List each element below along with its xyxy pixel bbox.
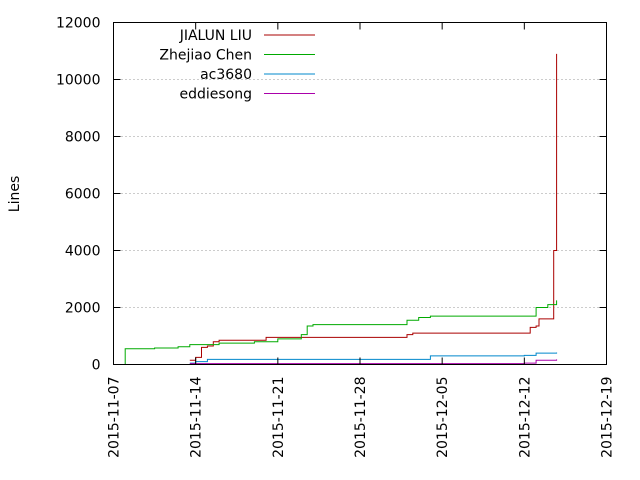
plot-frame: [113, 22, 607, 365]
x-tick-label: 2015-12-05: [435, 376, 451, 457]
legend-label: ac3680: [200, 67, 252, 83]
y-tick-label: 6000: [65, 187, 101, 203]
grid-lines: [113, 79, 607, 308]
y-tick-label: 12000: [56, 16, 101, 32]
x-tick-label: 2015-12-12: [517, 377, 533, 458]
series-line: [189, 359, 558, 365]
x-axis-ticks: 2015-11-07 2015-11-14 2015-11-21 2015-11-28…: [107, 22, 616, 458]
y-tick-label: 4000: [65, 244, 101, 260]
y-tick-label: 8000: [65, 130, 101, 146]
legend: JIALUN LIU Zhejiao Chen ac3680 eddiesong: [159, 28, 315, 103]
y-tick-label: 2000: [65, 301, 101, 317]
series-line: [189, 53, 558, 361]
series-line: [189, 352, 558, 364]
legend-label: JIALUN LIU: [179, 28, 252, 44]
y-tick-label: 0: [92, 358, 101, 374]
y-axis-label: Lines: [7, 176, 23, 212]
x-tick-label: 2015-11-28: [353, 377, 369, 458]
x-tick-label: 2015-12-19: [600, 377, 616, 458]
y-axis-ticks: 0 2000 4000 6000 8000 10000 12000: [56, 16, 607, 374]
legend-label: Zhejiao Chen: [159, 48, 252, 64]
x-tick-label: 2015-11-07: [107, 377, 123, 458]
x-tick-label: 2015-11-21: [271, 377, 287, 458]
series-line: [124, 300, 558, 365]
x-tick-label: 2015-11-14: [189, 376, 205, 457]
legend-label: eddiesong: [179, 87, 252, 103]
y-tick-label: 10000: [56, 73, 101, 89]
